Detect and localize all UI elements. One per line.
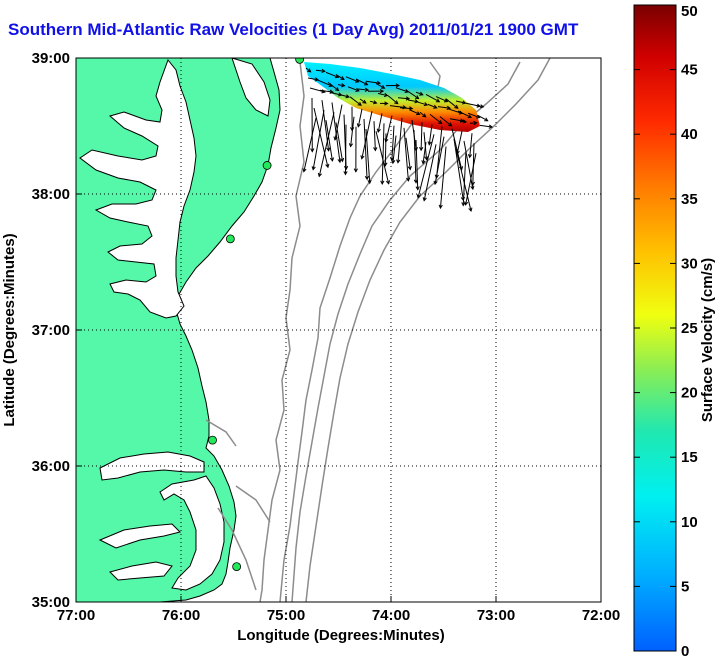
y-tick-label-3: 36:00	[32, 458, 70, 475]
x-tick-label-2: 75:00	[267, 607, 305, 624]
colorbar-tick-label-0: 0	[681, 643, 689, 659]
map-area	[76, 58, 601, 602]
colorbar-tick-label-4: 20	[681, 385, 698, 402]
x-tick-label-1: 76:00	[162, 607, 200, 624]
hf-radar-stations	[208, 58, 305, 572]
latitude-ticks: 39:00 38:00 37:00 36:00 35:00	[32, 50, 82, 611]
colorbar-tick-label-8: 40	[681, 126, 698, 143]
x-tick-label-4: 73:00	[477, 607, 515, 624]
colorbar-tick-label-6: 30	[681, 255, 698, 272]
colorbar-tick-label-1: 5	[681, 578, 689, 595]
colorbar-tick-label-7: 35	[681, 191, 698, 208]
pamlico-river	[98, 523, 181, 549]
colorbar-ticks: 0 5 10 15 20 25 30 35 40 45 50	[634, 3, 698, 659]
radar-station-1	[262, 161, 272, 170]
colorbar-tick-label-3: 15	[681, 449, 698, 466]
pamlico-sound	[159, 475, 225, 591]
x-tick-label-3: 74:00	[372, 607, 410, 624]
x-tick-label-5: 72:00	[582, 607, 620, 624]
colorbar-tick-label-2: 10	[681, 514, 698, 531]
y-tick-label-4: 35:00	[32, 594, 70, 611]
x-tick-label-0: 77:00	[57, 607, 95, 624]
neuse-river	[109, 561, 173, 581]
longitude-ticks: 77:00 76:00 75:00 74:00 73:00 72:00	[57, 596, 620, 624]
radar-station-0	[295, 58, 305, 64]
delaware-bay	[231, 58, 271, 117]
colorbar-label: Surface Velocity (cm/s)	[699, 258, 716, 422]
radar-station-3	[208, 435, 217, 445]
colorbar-tick-label-10: 50	[681, 3, 698, 20]
y-axis-label: Latitude (Degrees:Minutes)	[1, 233, 18, 426]
velocity-vectors	[302, 67, 494, 213]
radar-station-2	[225, 234, 235, 244]
chesapeake-bay	[79, 58, 197, 319]
y-tick-label-2: 37:00	[32, 322, 70, 339]
colorbar	[633, 4, 677, 652]
y-tick-label-0: 39:00	[32, 50, 70, 67]
map-title: Southern Mid-Atlantic Raw Velocities (1 …	[8, 20, 579, 39]
colorbar-tick-label-5: 25	[681, 320, 698, 337]
velocity-field	[304, 62, 480, 132]
graticule	[76, 58, 601, 602]
colorbar-tick-label-9: 45	[681, 62, 698, 79]
radar-station-4	[232, 562, 242, 572]
x-axis-label: Longitude (Degrees:Minutes)	[237, 627, 445, 644]
y-tick-label-1: 38:00	[32, 186, 70, 203]
